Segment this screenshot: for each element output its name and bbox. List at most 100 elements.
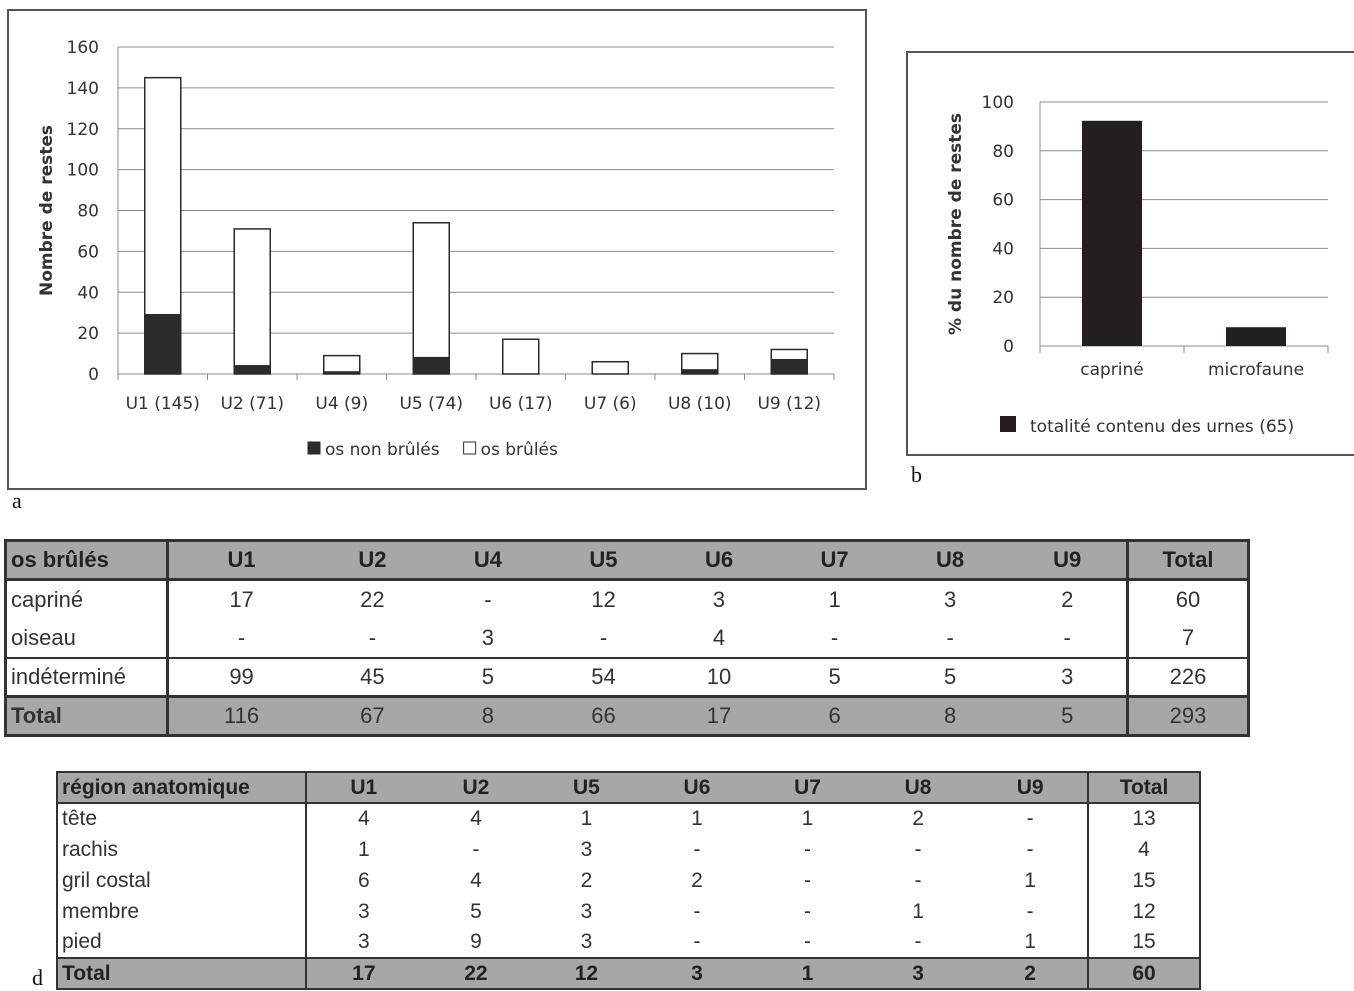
- legend-label: os brûlés: [481, 440, 558, 460]
- table-cell: 15: [1087, 927, 1201, 958]
- table-cell: 99: [167, 656, 315, 697]
- table-cell: 8: [892, 695, 1008, 737]
- y-axis-title: % du nombre de restes: [946, 113, 966, 335]
- table-total-row: Total 116 67 8 66 17 6 8 5 293: [4, 695, 1250, 737]
- row-label: Total: [4, 695, 169, 737]
- table-cell: 5: [1007, 695, 1128, 737]
- table-cell: 4: [712, 624, 726, 650]
- table-cell: 1: [752, 957, 863, 990]
- table-cell: -: [914, 837, 922, 861]
- table-cell: 1: [912, 899, 924, 923]
- bar-segment: [412, 356, 450, 375]
- y-axis-title: Nombre de restes: [37, 125, 57, 296]
- table-row: rachis 1 - 3 - - - - 4: [56, 834, 1201, 865]
- table-cell: 67: [314, 695, 431, 737]
- table-row: tête 4 4 1 1 1 2 - 13: [56, 803, 1201, 834]
- table-cell: 2: [912, 807, 924, 830]
- table-cell: 60: [1126, 579, 1250, 619]
- table-cell: 3: [580, 899, 593, 923]
- table-row: capriné 17 22 - 12 3 1 3 2 60: [4, 579, 1250, 619]
- table-cell: 4: [470, 868, 482, 892]
- table-cell: 4: [470, 807, 482, 830]
- header-cell: U1: [306, 771, 421, 804]
- y-tick-label: 140: [67, 79, 99, 99]
- table-cell: 10: [661, 656, 777, 697]
- table-cell: 45: [314, 656, 431, 697]
- panel-label-a: a: [12, 488, 22, 513]
- table-cell: -: [368, 624, 377, 650]
- header-cell: U5: [545, 539, 662, 581]
- table-header-row: région anatomique U1 U2 U5 U6 U7 U8 U9 T…: [56, 771, 1201, 804]
- table-cell: -: [237, 624, 246, 650]
- table-cell: 1: [1024, 868, 1036, 892]
- table-cell: -: [472, 837, 480, 861]
- x-tick-label: U7 (6): [584, 394, 637, 414]
- table-cell: 8: [430, 695, 546, 737]
- legend-swatch: [1000, 416, 1016, 432]
- table-row: indéterminé 99 45 5 54 10 5 5 3 226: [4, 656, 1250, 697]
- legend-label: totalité contenu des urnes (65): [1030, 417, 1294, 437]
- table-cell: 3: [641, 957, 753, 990]
- bar-segment: [681, 352, 719, 371]
- table-cell: 3: [357, 930, 370, 953]
- bar-segment: [323, 354, 361, 373]
- table-cell: -: [1026, 807, 1034, 830]
- y-tick-label: 100: [982, 93, 1014, 113]
- x-tick-label: U4 (9): [315, 394, 368, 414]
- table-cell: 7: [1126, 618, 1250, 658]
- table-cell: 2: [1061, 586, 1074, 612]
- table-burned-bones: os brûlés U1 U2 U4 U5 U6 U7 U8 U9 Total …: [4, 539, 1250, 737]
- table-row: membre 3 5 3 - - 1 - 12: [56, 896, 1201, 927]
- x-tick-label: U9 (12): [757, 394, 821, 414]
- table-cell: 9: [470, 930, 482, 953]
- table-cell: 17: [229, 586, 254, 612]
- table-cell: 17: [661, 695, 777, 737]
- y-tick-label: 40: [992, 239, 1014, 259]
- table-cell: -: [693, 837, 701, 861]
- table-cell: 2: [691, 868, 703, 892]
- table-cell: 6: [357, 868, 370, 892]
- table-cell: 12: [591, 586, 616, 612]
- table-cell: 3: [943, 586, 957, 612]
- header-cell: U9: [973, 771, 1088, 804]
- table-cell: 5: [892, 656, 1008, 697]
- header-cell: U6: [661, 539, 777, 581]
- table-cell: 4: [357, 807, 370, 830]
- table-cell: -: [914, 868, 922, 892]
- table-cell: 60: [1087, 957, 1201, 990]
- x-tick-label: capriné: [1080, 360, 1144, 380]
- y-tick-label: 40: [77, 283, 99, 303]
- table-cell: 2: [973, 957, 1088, 990]
- row-label: capriné: [4, 579, 169, 619]
- table-cell: 2: [580, 868, 593, 892]
- table-cell: 17: [306, 957, 421, 990]
- table-cell: -: [830, 624, 839, 650]
- bar-segment: [144, 313, 182, 375]
- table-cell: -: [1026, 899, 1034, 923]
- table-cell: -: [804, 837, 811, 861]
- row-label: gril costal: [56, 865, 307, 896]
- row-label: indéterminé: [4, 656, 169, 697]
- table-cell: 4: [1087, 834, 1201, 865]
- x-tick-label: U1 (145): [126, 394, 200, 414]
- bar-segment: [233, 228, 271, 367]
- table-row: pied 3 9 3 - - - 1 15: [56, 927, 1201, 958]
- bar-segment: [233, 365, 271, 375]
- table-total-row: Total 17 22 12 3 1 3 2 60: [56, 957, 1201, 990]
- bar: [1082, 120, 1142, 347]
- table-cell: 3: [481, 624, 495, 650]
- table-cell: 1: [1024, 930, 1036, 953]
- header-cell: U2: [420, 771, 532, 804]
- table-cell: 15: [1087, 865, 1201, 896]
- table-header-row: os brûlés U1 U2 U4 U5 U6 U7 U8 U9 Total: [4, 539, 1250, 581]
- row-label: oiseau: [4, 618, 169, 658]
- x-tick-label: microfaune: [1208, 360, 1304, 380]
- bar-segment: [502, 338, 540, 375]
- legend-swatch: [463, 441, 477, 455]
- table-cell: 293: [1126, 695, 1250, 737]
- x-tick-label: U6 (17): [489, 394, 553, 414]
- table-cell: 5: [776, 656, 893, 697]
- header-cell: région anatomique: [56, 771, 307, 804]
- table-cell: 1: [828, 586, 841, 612]
- bar-segment: [770, 358, 808, 375]
